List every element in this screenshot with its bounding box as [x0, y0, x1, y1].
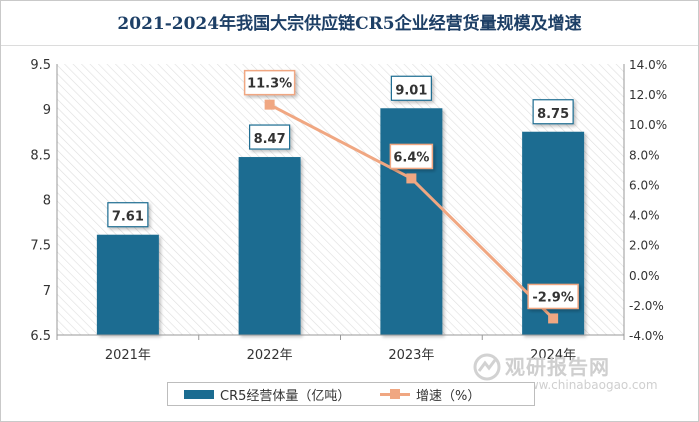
chart-title: 2021-2024年我国大宗供应链CR5企业经营货量规模及增速	[117, 14, 582, 34]
y-right-tick-label: -2.0%	[629, 299, 664, 313]
y-right-tick-label: 4.0%	[629, 209, 660, 223]
growth-marker	[548, 313, 559, 324]
growth-data-label: 11.3%	[247, 77, 292, 92]
legend: CR5经营体量（亿吨） 增速（%）	[167, 382, 535, 406]
growth-label-box	[389, 143, 434, 170]
growth-marker	[406, 173, 417, 184]
x-category-label: 2021年	[105, 348, 151, 363]
y-left-tick-label: 6.5	[30, 329, 51, 344]
bar-label-box	[390, 75, 432, 101]
bar	[380, 108, 443, 335]
legend-bar-label: CR5经营体量（亿吨）	[220, 389, 351, 404]
legend-bar-swatch	[184, 390, 214, 399]
growth-data-label: -2.9%	[532, 290, 573, 305]
y-right-tick-label: 8.0%	[629, 148, 660, 162]
y-right-tick-label: 2.0%	[629, 239, 660, 253]
bar	[238, 157, 301, 335]
growth-label-box	[527, 283, 579, 310]
legend-line-label: 增速（%）	[416, 389, 481, 404]
growth-label-box	[243, 69, 296, 96]
watermark: 观研报告网 www.chinabaogao.com	[473, 351, 658, 401]
watermark-text-en: www.chinabaogao.com	[519, 378, 658, 392]
title-divider	[1, 45, 698, 46]
x-category-label: 2023年	[388, 348, 434, 363]
bar-label-box	[107, 202, 149, 228]
y-left-tick-label: 9.5	[30, 58, 51, 73]
y-left-tick-label: 7.5	[30, 239, 51, 254]
y-left-tick-label: 8.5	[30, 148, 51, 163]
growth-data-label: 6.4%	[393, 150, 429, 165]
y-right-tick-label: 12.0%	[629, 88, 667, 102]
y-left-tick-label: 7	[43, 284, 51, 299]
bar-label-box	[249, 124, 291, 150]
bar-label-box	[532, 99, 574, 125]
watermark-text-cn: 观研报告网	[505, 355, 610, 379]
x-category-label: 2024年	[530, 348, 576, 363]
watermark-logo-icon	[473, 353, 501, 381]
legend-line-marker	[390, 389, 400, 399]
y-right-tick-label: 0.0%	[629, 269, 660, 283]
bar-data-label: 8.47	[254, 132, 286, 147]
y-right-tick-label: 10.0%	[629, 118, 667, 132]
y-left-tick-label: 9	[43, 103, 51, 118]
y-right-tick-label: -4.0%	[629, 329, 664, 343]
growth-marker	[264, 99, 275, 110]
bar	[96, 234, 159, 335]
y-right-tick-label: 14.0%	[629, 58, 667, 72]
bar-data-label: 9.01	[395, 83, 427, 98]
y-right-tick-label: 6.0%	[629, 178, 660, 192]
x-category-label: 2022年	[247, 348, 293, 363]
y-left-tick-label: 8	[43, 194, 51, 209]
bar-data-label: 8.75	[537, 107, 569, 122]
bar-data-label: 7.61	[112, 210, 144, 225]
